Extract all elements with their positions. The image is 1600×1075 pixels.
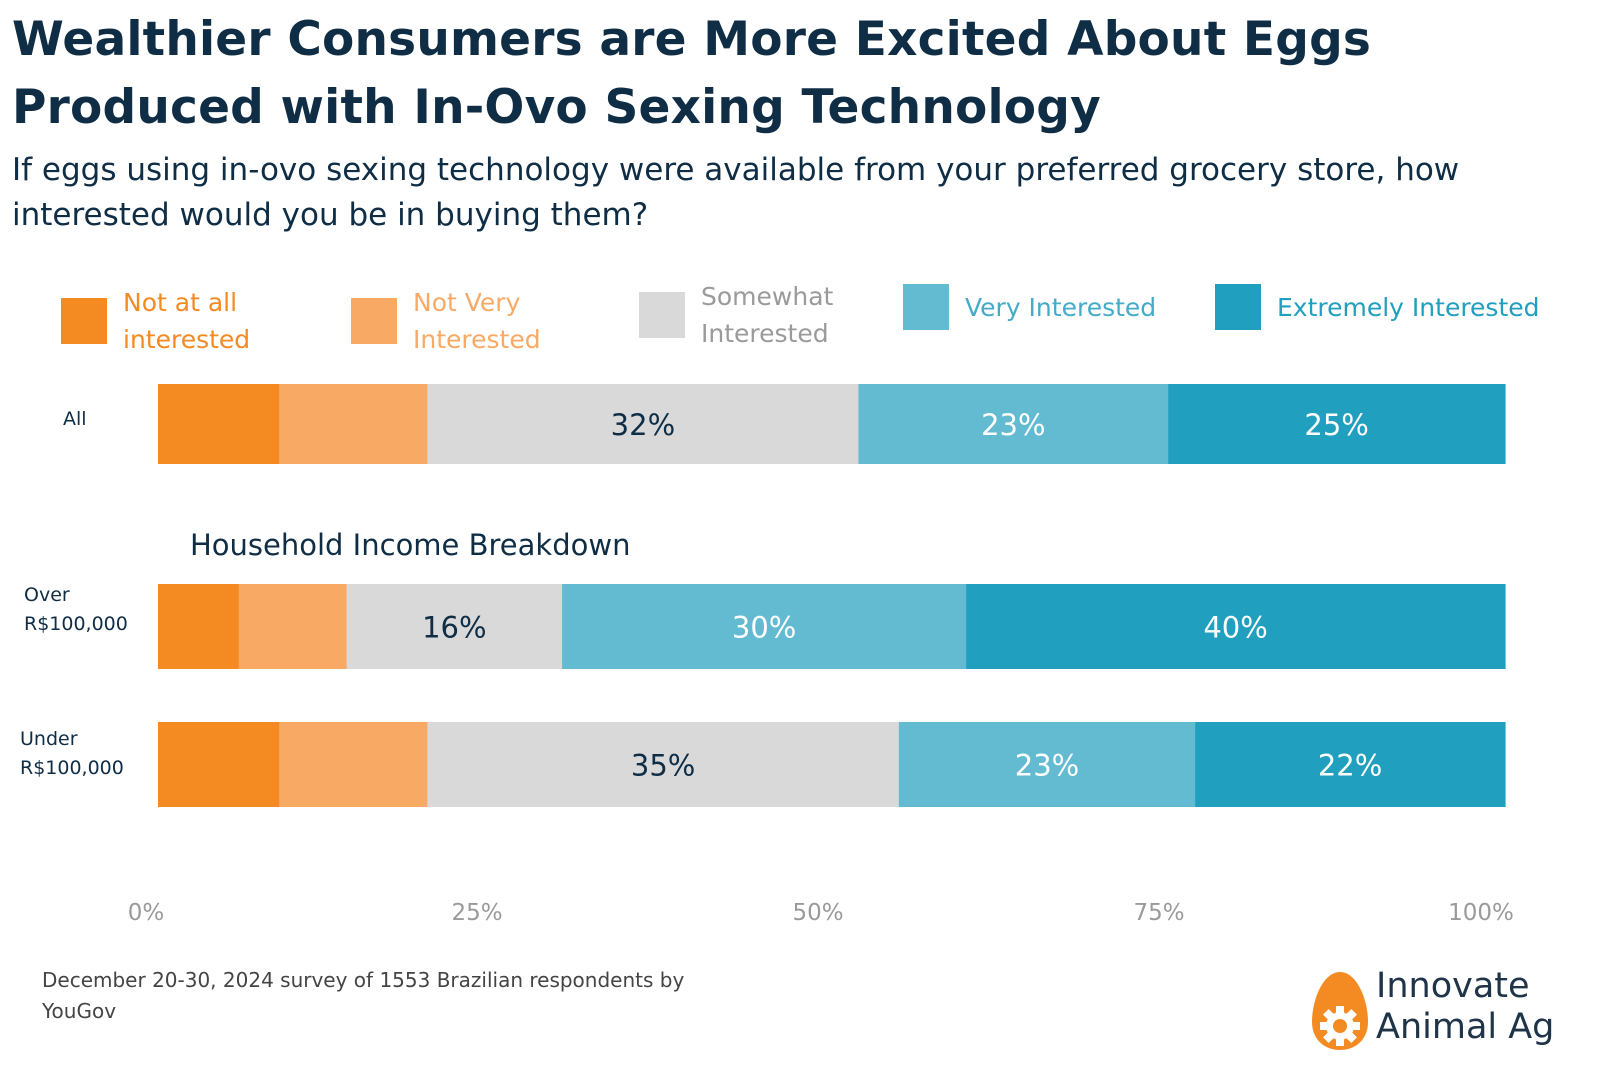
source-footnote: December 20-30, 2024 survey of 1553 Braz…: [42, 968, 685, 1023]
data-label-all-extremely: 25%: [1304, 408, 1368, 442]
data-label-under-extremely: 22%: [1318, 749, 1382, 783]
legend-swatch-not-at-all: [61, 298, 107, 344]
bar-all-not-very: [279, 384, 428, 464]
bar-under-extremely: [1195, 722, 1506, 807]
row-label-over: Over R$100,000: [24, 584, 128, 635]
section-label: Household Income Breakdown: [190, 528, 631, 562]
bar-over-not-at-all: [158, 584, 240, 669]
data-label-over-extremely: 40%: [1203, 611, 1267, 645]
egg-gear-icon: [1312, 972, 1368, 1050]
chart-title: Wealthier Consumers are More Excited Abo…: [12, 12, 1372, 135]
legend-label-not-very: Not Very Interested: [413, 288, 541, 354]
legend-label-extremely: Extremely Interested: [1277, 292, 1540, 322]
legend-item-very: Very Interested: [903, 284, 1156, 330]
legend-item-not-very: Not Very Interested: [351, 284, 583, 358]
legend-label-very: Very Interested: [965, 292, 1157, 322]
bar-over-not-very: [238, 584, 348, 669]
legend-label-somewhat: Somewhat Interested: [701, 282, 834, 348]
row-label-under: Under R$100,000: [20, 728, 124, 779]
bar-over-somewhat: [346, 584, 563, 669]
legend-swatch-extremely: [1215, 284, 1261, 330]
bar-all-very: [858, 384, 1169, 464]
bar-all-somewhat: [427, 384, 860, 464]
legend-swatch-very: [903, 284, 949, 330]
bar-all-extremely: [1168, 384, 1506, 464]
bar-under-not-very: [279, 722, 428, 807]
bar-under-somewhat: [427, 722, 900, 807]
legend-swatch-somewhat: [639, 292, 685, 338]
legend-item-extremely: Extremely Interested: [1215, 284, 1540, 330]
x-tick-0: 0%: [127, 900, 165, 926]
bar-under-very: [898, 722, 1196, 807]
legend-swatch-not-very: [351, 298, 397, 344]
legend-label-not-at-all: Not at all interested: [123, 288, 251, 354]
logo-line-1: Innovate: [1376, 966, 1530, 1006]
legend-item-somewhat: Somewhat Interested: [639, 278, 861, 352]
data-label-all-very: 23%: [981, 408, 1045, 442]
bar-over-very: [562, 584, 967, 669]
bar-under-not-at-all: [158, 722, 280, 807]
x-tick-50: 50%: [792, 900, 844, 926]
data-label-over-somewhat: 16%: [422, 611, 486, 645]
bar-all-not-at-all: [158, 384, 280, 464]
logo: Innovate Animal Ag: [1310, 962, 1590, 1062]
row-label-all: All: [63, 408, 87, 430]
data-label-over-very: 30%: [732, 611, 796, 645]
data-label-all-somewhat: 32%: [611, 408, 675, 442]
x-tick-100: 100%: [1448, 900, 1514, 926]
chart-subtitle: If eggs using in-ovo sexing technology w…: [12, 152, 1460, 233]
data-label-under-very: 23%: [1015, 749, 1079, 783]
data-label-under-somewhat: 35%: [631, 749, 695, 783]
logo-line-2: Animal Ag: [1376, 1007, 1555, 1047]
x-tick-75: 75%: [1133, 900, 1185, 926]
bar-over-extremely: [966, 584, 1506, 669]
legend-item-not-at-all: Not at all interested: [61, 284, 293, 358]
x-tick-25: 25%: [451, 900, 503, 926]
logo-text: Innovate Animal Ag: [1376, 966, 1554, 1048]
